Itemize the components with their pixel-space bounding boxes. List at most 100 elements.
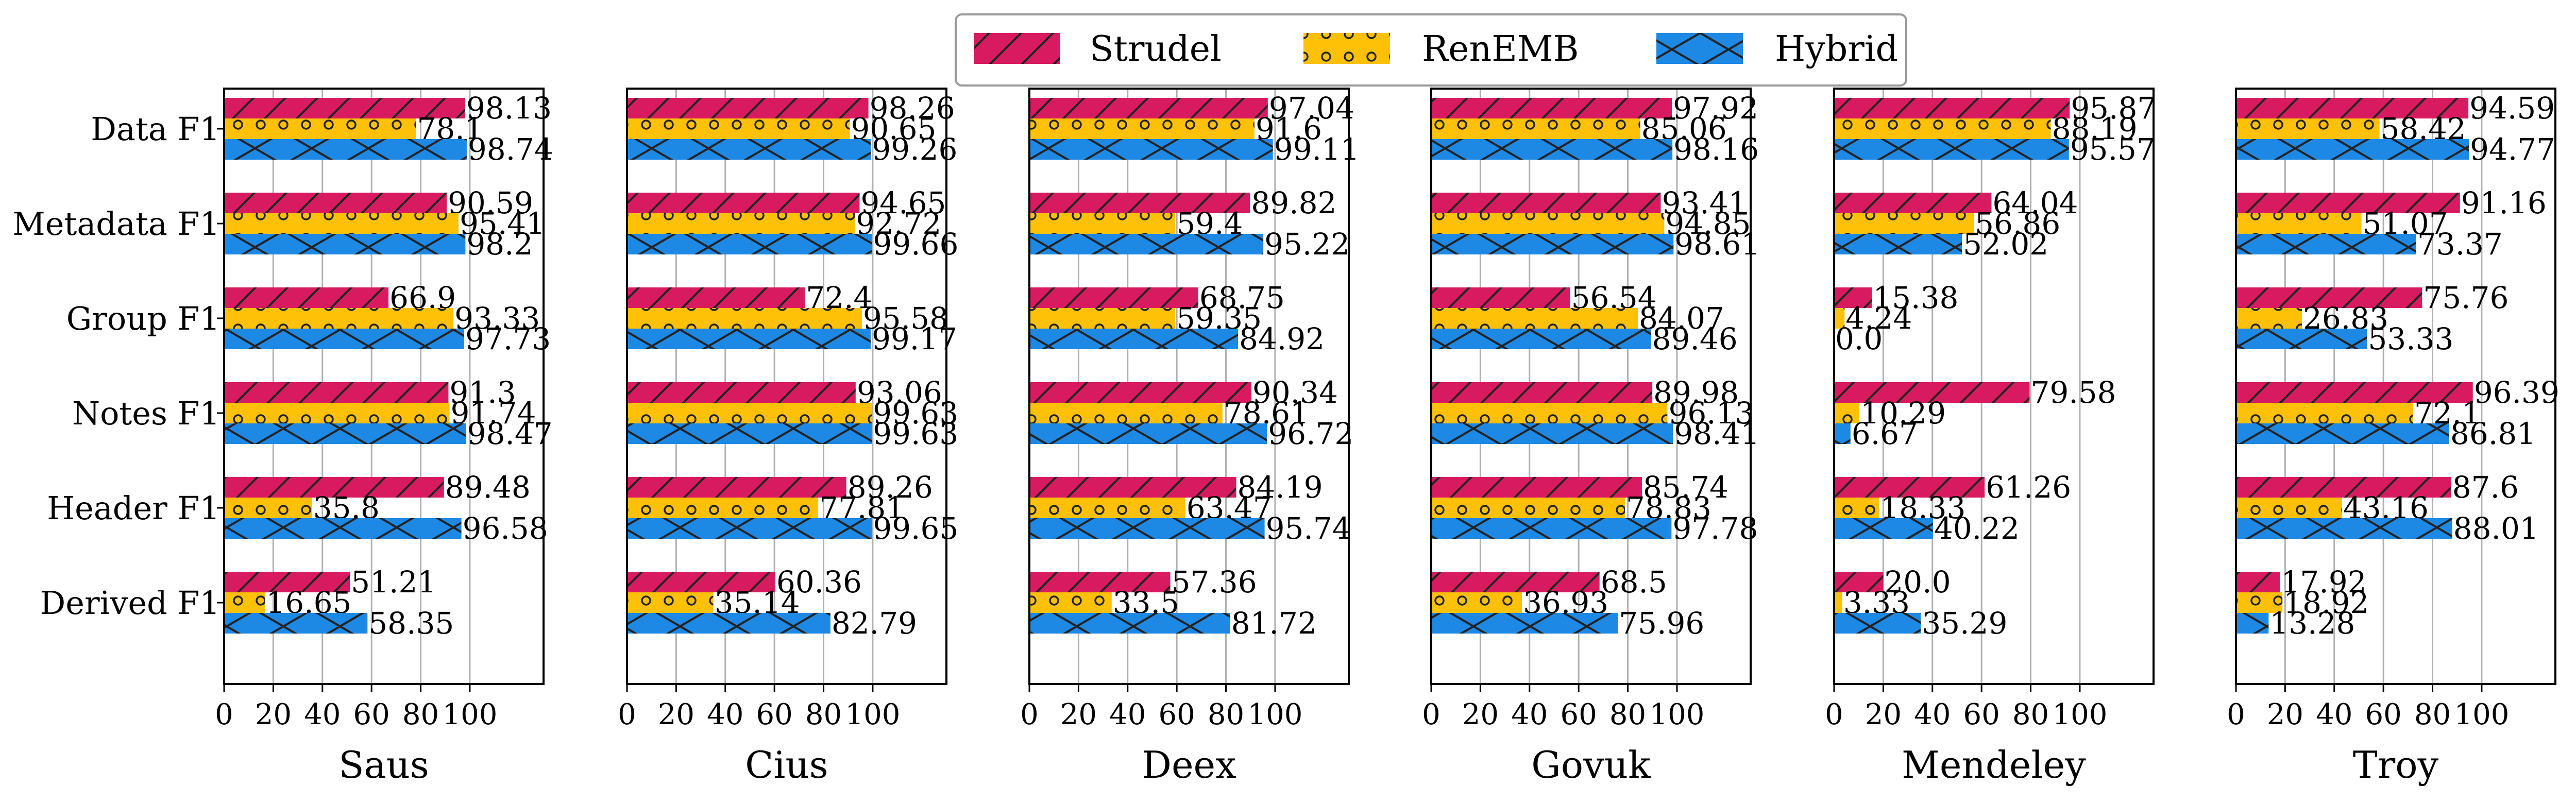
x-tick-label: 40 bbox=[707, 698, 743, 731]
x-tick-label: 100 bbox=[1649, 698, 1704, 731]
bar-renemb-metadata-f1 bbox=[2236, 213, 2362, 234]
bar-hybrid-group-f1 bbox=[627, 329, 871, 349]
value-label: 98.47 bbox=[467, 416, 553, 451]
value-label: 89.82 bbox=[1251, 185, 1336, 220]
bar-strudel-metadata-f1 bbox=[224, 193, 447, 213]
value-label: 94.85 bbox=[1665, 206, 1751, 241]
y-category-label: Notes F1 bbox=[72, 395, 220, 432]
x-tick-label: 40 bbox=[2316, 698, 2352, 731]
value-label: 52.02 bbox=[1963, 227, 2048, 262]
value-label: 95.57 bbox=[2070, 132, 2156, 167]
bar-renemb-data-f1 bbox=[2236, 118, 2380, 139]
bar-renemb-metadata-f1 bbox=[1431, 213, 1665, 234]
bar-hybrid-derived-f1 bbox=[224, 613, 368, 634]
legend: Strudel RenEMB Hybrid bbox=[955, 13, 1907, 87]
bar-renemb-metadata-f1 bbox=[1029, 213, 1176, 234]
bar-hybrid-notes-f1 bbox=[1029, 423, 1267, 444]
value-label: 91.16 bbox=[2461, 185, 2547, 220]
legend-swatch-hybrid bbox=[1656, 33, 1743, 64]
bar-strudel-header-f1 bbox=[627, 477, 846, 498]
bar-strudel-derived-f1 bbox=[1834, 572, 1884, 592]
value-label: 35.29 bbox=[1922, 606, 2007, 641]
value-label: 97.92 bbox=[1673, 91, 1758, 126]
value-label: 88.01 bbox=[2453, 511, 2539, 546]
bar-strudel-header-f1 bbox=[1834, 477, 1985, 498]
bar-hybrid-notes-f1 bbox=[2236, 423, 2450, 444]
value-label: 99.26 bbox=[872, 132, 957, 167]
value-label: 98.2 bbox=[466, 227, 533, 262]
bar-hybrid-metadata-f1 bbox=[2236, 234, 2416, 254]
bar-strudel-derived-f1 bbox=[2236, 572, 2280, 592]
bar-strudel-metadata-f1 bbox=[2236, 193, 2460, 213]
value-label: 75.96 bbox=[1619, 606, 1704, 641]
value-label: 89.26 bbox=[848, 470, 933, 505]
value-label: 97.73 bbox=[465, 321, 551, 356]
bar-renemb-group-f1 bbox=[224, 308, 454, 329]
bar-hybrid-group-f1 bbox=[1431, 329, 1651, 349]
x-tick-label: 100 bbox=[2052, 698, 2107, 731]
bar-renemb-data-f1 bbox=[1431, 118, 1640, 139]
bar-strudel-group-f1 bbox=[224, 287, 389, 308]
value-label: 60.36 bbox=[776, 565, 862, 600]
panel-title: Deex bbox=[1142, 743, 1236, 787]
value-label: 64.04 bbox=[1992, 185, 2078, 220]
value-label: 99.63 bbox=[873, 396, 958, 431]
bar-strudel-data-f1 bbox=[1029, 98, 1268, 118]
bar-renemb-group-f1 bbox=[2236, 308, 2302, 329]
panel-frame bbox=[1430, 88, 1752, 685]
value-label: 96.58 bbox=[463, 511, 548, 546]
value-label: 89.48 bbox=[445, 470, 531, 505]
value-label: 93.41 bbox=[1662, 185, 1747, 220]
panel-govuk: 97.9293.4156.5489.9885.7468.585.0694.858… bbox=[1422, 88, 1760, 787]
bar-hybrid-derived-f1 bbox=[1431, 613, 1618, 634]
bar-hybrid-metadata-f1 bbox=[627, 234, 872, 254]
value-label: 95.74 bbox=[1266, 511, 1351, 546]
x-tick-label: 20 bbox=[658, 698, 694, 731]
value-label: 98.61 bbox=[1674, 227, 1760, 262]
value-label: 99.66 bbox=[873, 227, 958, 262]
value-label: 95.41 bbox=[460, 206, 545, 241]
bar-renemb-data-f1 bbox=[224, 118, 416, 139]
bar-renemb-header-f1 bbox=[627, 498, 819, 518]
panel-frame bbox=[1028, 88, 1350, 685]
bar-renemb-header-f1 bbox=[224, 498, 312, 518]
value-label: 96.72 bbox=[1268, 416, 1353, 451]
x-tick-label: 60 bbox=[353, 698, 390, 731]
y-category-label: Data F1 bbox=[91, 110, 220, 148]
bar-renemb-derived-f1 bbox=[2236, 592, 2283, 613]
bar-strudel-data-f1 bbox=[1431, 98, 1672, 118]
y-category-label: Metadata F1 bbox=[12, 205, 220, 243]
bar-renemb-group-f1 bbox=[627, 308, 862, 329]
bar-renemb-metadata-f1 bbox=[224, 213, 459, 234]
value-label: 94.77 bbox=[2470, 132, 2555, 167]
value-label: 17.92 bbox=[2281, 565, 2366, 600]
bar-hybrid-data-f1 bbox=[1834, 139, 2069, 160]
bar-hybrid-data-f1 bbox=[224, 139, 467, 160]
panel-title: Mendeley bbox=[1902, 743, 2086, 787]
legend-label-strudel: Strudel bbox=[1090, 29, 1222, 70]
x-tick-label: 80 bbox=[402, 698, 439, 731]
bar-strudel-metadata-f1 bbox=[627, 193, 860, 213]
value-label: 98.26 bbox=[870, 91, 955, 126]
value-label: 98.13 bbox=[466, 91, 552, 126]
bar-renemb-header-f1 bbox=[2236, 498, 2342, 518]
x-tick-label: 60 bbox=[1561, 698, 1597, 731]
x-tick-label: 0 bbox=[2227, 698, 2245, 731]
bar-strudel-data-f1 bbox=[224, 98, 466, 118]
bar-hybrid-derived-f1 bbox=[2236, 613, 2269, 634]
bar-renemb-derived-f1 bbox=[1834, 592, 1842, 613]
legend-label-hybrid: Hybrid bbox=[1775, 29, 1898, 70]
value-label: 51.21 bbox=[351, 565, 436, 600]
value-label: 89.46 bbox=[1652, 321, 1738, 356]
panel-title: Troy bbox=[2353, 743, 2439, 787]
value-label: 68.75 bbox=[1199, 280, 1285, 315]
value-label: 0.0 bbox=[1835, 321, 1883, 356]
x-tick-label: 20 bbox=[1462, 698, 1499, 731]
bar-strudel-group-f1 bbox=[2236, 287, 2422, 308]
x-tick-label: 80 bbox=[805, 698, 842, 731]
x-tick-label: 100 bbox=[1247, 698, 1302, 731]
panel-deex: 97.0489.8268.7590.3484.1957.3691.659.459… bbox=[1020, 88, 1360, 787]
value-label: 6.67 bbox=[1852, 416, 1918, 451]
value-label: 98.16 bbox=[1673, 132, 1759, 167]
value-label: 20.0 bbox=[1884, 565, 1951, 600]
